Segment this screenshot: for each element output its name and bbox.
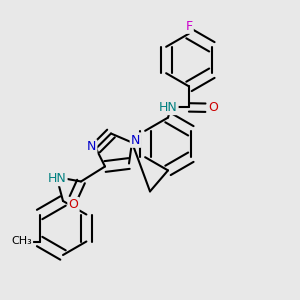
Text: HN: HN xyxy=(159,101,177,114)
Text: N: N xyxy=(87,140,96,154)
Text: HN: HN xyxy=(48,172,66,185)
Text: O: O xyxy=(208,101,218,114)
Text: F: F xyxy=(185,20,193,33)
Text: CH₃: CH₃ xyxy=(11,236,32,247)
Text: N: N xyxy=(131,134,140,147)
Text: O: O xyxy=(69,198,78,211)
